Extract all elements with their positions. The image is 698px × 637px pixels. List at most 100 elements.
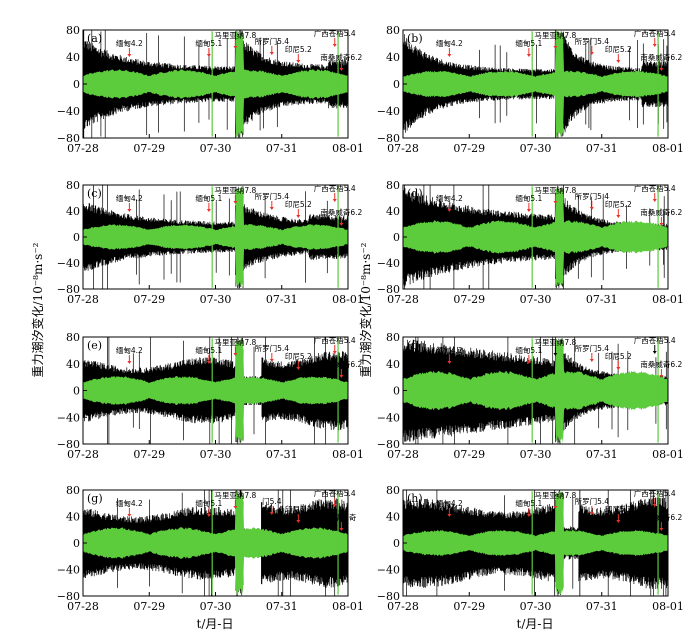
y-tick-label: 40 [66, 358, 80, 371]
event-label: 马里亚纳7.8 [534, 490, 576, 500]
event-arrow-head [553, 506, 558, 509]
y-tick-label: −80 [377, 283, 400, 296]
event-label: 印尼5.2 [285, 352, 312, 361]
event-label: 缅甸5.1 [515, 38, 542, 48]
x-axis-title: t/月-日 [197, 617, 234, 631]
x-tick-label: 07-28 [67, 600, 99, 613]
plot-area [403, 490, 668, 596]
event-arrow-head [526, 209, 531, 212]
event-label: 缅甸4.2 [116, 38, 143, 48]
event-arrow-head [339, 68, 344, 71]
event-label: 缅甸5.1 [195, 38, 222, 48]
y-tick-label: −80 [57, 283, 80, 296]
event-arrow-head [296, 60, 301, 63]
x-tick-label: 07-31 [586, 142, 618, 155]
event-label: 南桑威奇6.2 [640, 207, 682, 217]
x-tick-label: 08-01 [652, 448, 684, 461]
plot-area [83, 337, 348, 444]
event-label: 缅甸4.2 [116, 498, 143, 508]
y-tick-label: −40 [377, 564, 400, 577]
event-arrow-head [296, 215, 301, 218]
y-tick-label: 80 [66, 24, 80, 37]
event-label: 南桑威奇 [326, 512, 356, 522]
event-label: 缅甸4.2 [436, 345, 463, 355]
event-label: 缅甸5.1 [515, 193, 542, 203]
x-tick-label: 07-30 [520, 448, 552, 461]
x-tick-label: 07-29 [133, 293, 165, 306]
event-label: 马里亚纳7.8 [534, 185, 576, 195]
event-arrow-head [526, 361, 531, 364]
x-tick-label: 07-29 [133, 448, 165, 461]
y-axis-title: 重力潮汐变化/10⁻⁸m·s⁻² [358, 242, 373, 377]
y-tick-label: 40 [386, 51, 400, 64]
x-tick-label: 08-01 [332, 142, 364, 155]
plot-area [403, 185, 668, 289]
event-label: 南桑威奇6.2 [640, 52, 682, 62]
plot-area [83, 490, 348, 596]
event-arrow-head [269, 52, 274, 55]
x-tick-label: 07-29 [453, 142, 485, 155]
y-tick-label: 0 [393, 231, 400, 244]
y-tick-label: −40 [377, 411, 400, 424]
tide-band [83, 186, 348, 288]
event-arrow-head [332, 351, 337, 354]
y-tick-label: 0 [393, 537, 400, 550]
event-label: 缅甸5.1 [195, 498, 222, 508]
event-arrow-head [206, 209, 211, 212]
event-arrow-head [233, 201, 238, 204]
y-tick-label: −40 [57, 105, 80, 118]
x-tick-label: 07-29 [133, 600, 165, 613]
event-label: 印尼5.2 [285, 200, 312, 209]
panel-label: (e) [87, 339, 102, 352]
event-arrow-head [296, 367, 301, 370]
y-tick-label: 80 [386, 24, 400, 37]
event-arrow-head [447, 54, 452, 57]
event-label: 马里亚纳7.8 [214, 185, 256, 195]
event-arrow-head [233, 353, 238, 356]
event-arrow-head [589, 512, 594, 515]
event-arrow-head [447, 361, 452, 364]
y-tick-label: 0 [73, 231, 80, 244]
y-tick-label: 80 [386, 484, 400, 497]
event-arrow-head [659, 68, 664, 71]
panel-label: (h) [407, 492, 423, 505]
y-tick-label: −80 [57, 438, 80, 451]
y-tick-label: 80 [386, 331, 400, 344]
tide-band [83, 30, 348, 138]
event-arrow-head [269, 207, 274, 210]
x-tick-label: 07-28 [387, 293, 419, 306]
x-tick-label: 07-29 [453, 293, 485, 306]
x-tick-label: 07-28 [387, 600, 419, 613]
event-arrow-head [233, 506, 238, 509]
event-arrow-head [447, 514, 452, 517]
x-tick-label: 08-01 [652, 293, 684, 306]
x-tick-label: 07-29 [133, 142, 165, 155]
event-label: 所罗门5.4 [575, 36, 610, 46]
x-tick-label: 07-28 [387, 142, 419, 155]
y-tick-label: 80 [66, 179, 80, 192]
y-tick-label: 0 [73, 385, 80, 398]
x-tick-label: 08-01 [332, 293, 364, 306]
x-tick-label: 07-31 [266, 293, 298, 306]
event-arrow-head [339, 223, 344, 226]
y-tick-label: −80 [377, 590, 400, 603]
event-label: 门5.4 [262, 497, 282, 506]
event-label: 广西苍梧5.4 [634, 335, 676, 345]
x-tick-label: 07-28 [67, 293, 99, 306]
panel-label: (d) [407, 187, 423, 200]
event-arrow-head [332, 44, 337, 47]
y-tick-label: 40 [386, 358, 400, 371]
plot-area [403, 30, 668, 138]
y-tick-label: 0 [73, 537, 80, 550]
x-tick-label: 07-31 [586, 448, 618, 461]
event-label: 广西苍梧5.4 [314, 183, 356, 193]
event-arrow-head [659, 223, 664, 226]
tide-band [403, 337, 668, 444]
x-tick-label: 07-28 [67, 142, 99, 155]
event-label: 缅甸4.2 [116, 345, 143, 355]
